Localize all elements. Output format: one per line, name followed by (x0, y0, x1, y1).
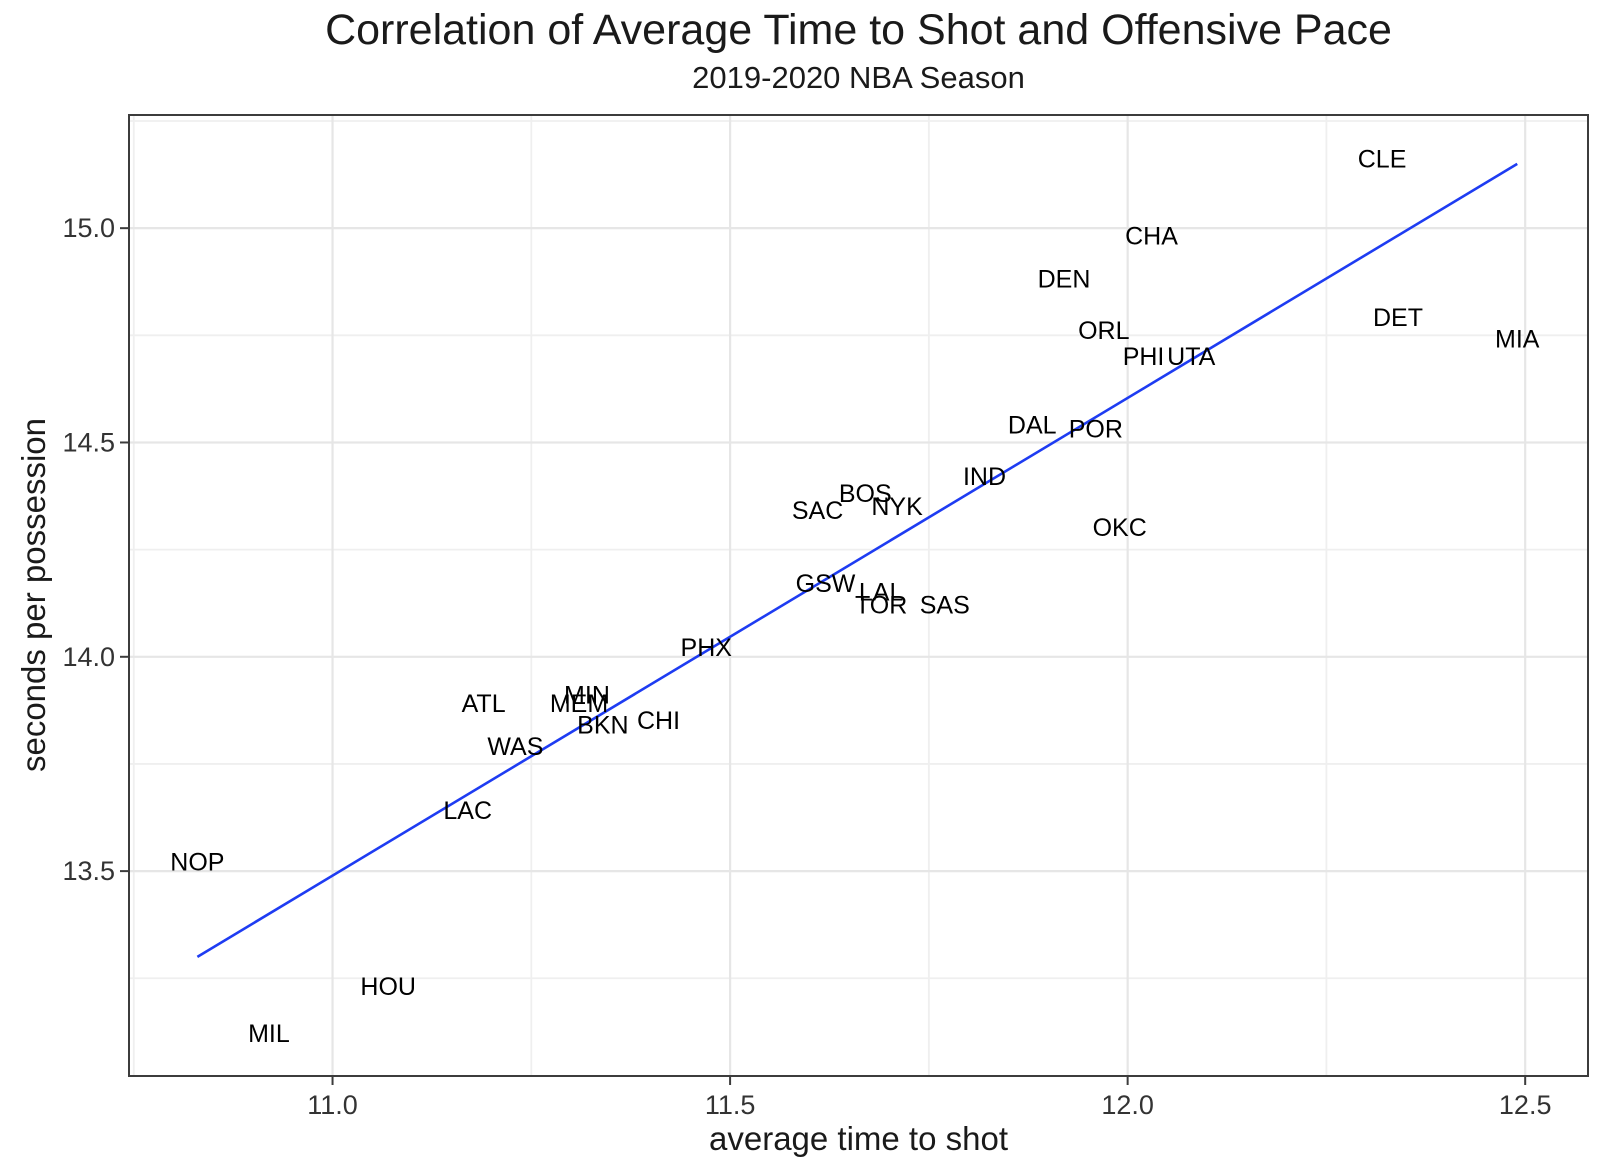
chart-title: Correlation of Average Time to Shot and … (325, 6, 1392, 54)
team-label-NOP: NOP (170, 849, 224, 877)
team-label-BKN: BKN (577, 711, 628, 739)
x-tick-label: 12.0 (1101, 1090, 1154, 1120)
y-tick-label: 14.5 (62, 427, 115, 457)
team-label-LAC: LAC (443, 797, 492, 825)
team-label-OKC: OKC (1093, 514, 1147, 542)
y-tick-label: 15.0 (62, 213, 115, 243)
team-label-LAL: LAL (859, 578, 904, 606)
team-label-CHI: CHI (637, 707, 680, 735)
x-tick-label: 12.5 (1499, 1090, 1552, 1120)
team-label-PHX: PHX (681, 634, 733, 662)
team-label-CHA: CHA (1125, 223, 1178, 251)
team-label-ATL: ATL (462, 690, 506, 718)
panel-border (128, 114, 1589, 1077)
team-label-IND: IND (963, 463, 1006, 491)
team-label-SAS: SAS (920, 591, 970, 619)
team-label-TOR: TOR (855, 591, 907, 619)
team-label-DET: DET (1373, 304, 1423, 332)
team-label-BOS: BOS (839, 480, 892, 508)
team-label-MIL: MIL (248, 1020, 290, 1048)
team-label-MEM: MEM (550, 690, 608, 718)
x-tick-label: 11.5 (705, 1090, 756, 1120)
y-tick-label: 13.5 (62, 856, 115, 886)
chart-subtitle: 2019-2020 NBA Season (692, 60, 1025, 95)
axis-ticks: 11.0 11.5 12.0 12.5 13.5 14.0 14.5 15.0 (62, 213, 1551, 1120)
team-label-CLE: CLE (1358, 146, 1407, 174)
team-label-NYK: NYK (871, 493, 923, 521)
team-label-PHI: PHI (1123, 343, 1165, 371)
gridlines-minor (129, 115, 1588, 1076)
team-label-MIN: MIN (564, 681, 610, 709)
trend-line (196, 162, 1518, 958)
team-label-MIA: MIA (1495, 326, 1540, 354)
team-label-DAL: DAL (1008, 411, 1057, 439)
x-axis-title: average time to shot (709, 1120, 1008, 1157)
y-tick-label: 14.0 (62, 642, 115, 672)
team-label-POR: POR (1069, 416, 1123, 444)
team-label-ORL: ORL (1078, 317, 1130, 345)
gridlines-major (129, 115, 1588, 1076)
team-label-HOU: HOU (360, 973, 416, 1001)
team-label-UTA: UTA (1167, 343, 1215, 371)
team-label-DEN: DEN (1038, 266, 1091, 294)
x-tick-label: 11.0 (307, 1090, 358, 1120)
team-label-WAS: WAS (487, 733, 543, 761)
team-label-SAC: SAC (792, 497, 843, 525)
team-label-GSW: GSW (796, 570, 856, 598)
